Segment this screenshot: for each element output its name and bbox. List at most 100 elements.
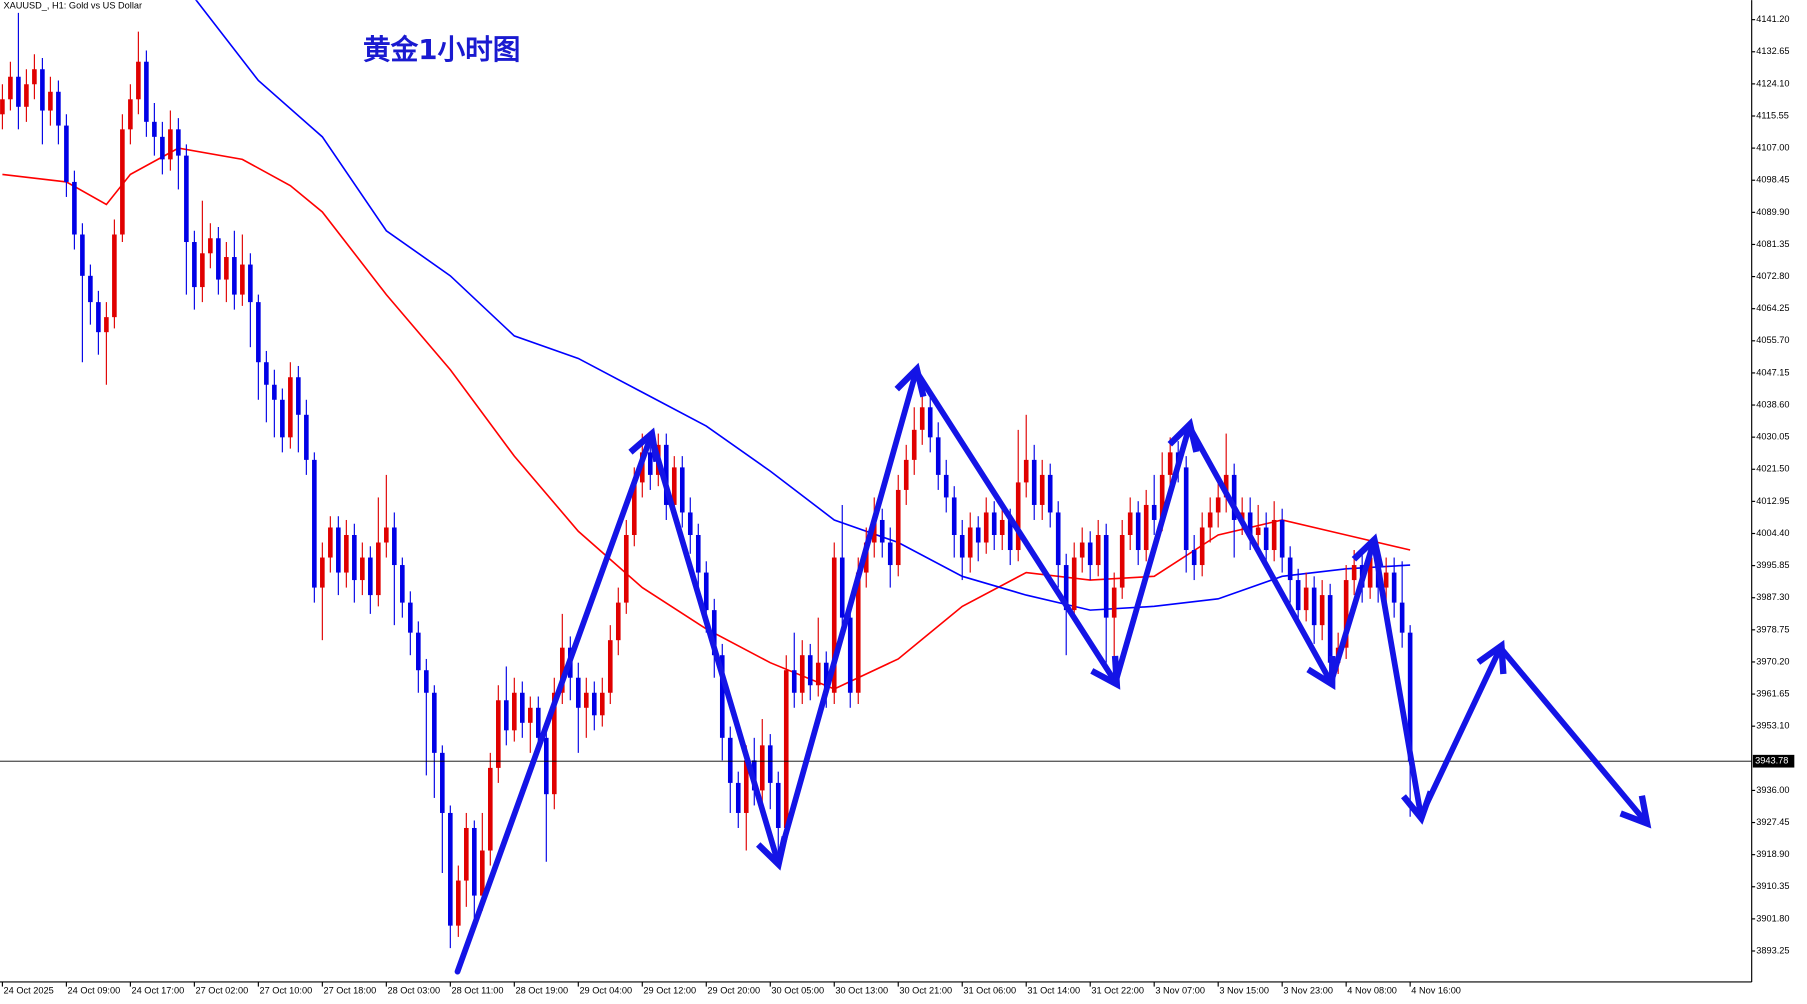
candle-body (1247, 512, 1253, 535)
x-tick-label: 3 Nov 23:00 (1283, 986, 1333, 996)
candle-body (456, 880, 461, 926)
candle-body (903, 459, 909, 490)
candle-body (647, 452, 653, 475)
candle-body (136, 61, 141, 100)
y-tick-label: 3987.30 (1756, 592, 1789, 602)
candle-body (1255, 527, 1261, 535)
candle-body (1183, 467, 1189, 551)
arrow (648, 432, 788, 871)
candle-body (424, 670, 429, 693)
candle-body (727, 737, 733, 783)
candle-body (24, 84, 29, 107)
x-tick-label: 30 Oct 13:00 (835, 986, 888, 996)
candle-body (224, 257, 229, 280)
x-tick-label: 31 Oct 06:00 (963, 986, 1016, 996)
candle-body (1391, 572, 1397, 603)
candle-body (88, 275, 93, 303)
candle-body (1271, 519, 1277, 551)
moving-average (195, 0, 1411, 611)
y-tick-label: 3978.75 (1756, 624, 1789, 634)
candle-body (384, 527, 389, 543)
candle-body (1119, 534, 1125, 588)
candle-body (200, 253, 205, 288)
candle-body (1055, 512, 1061, 566)
y-tick-label: 4004.40 (1756, 528, 1789, 538)
x-tick-label: 27 Oct 18:00 (323, 986, 376, 996)
candle-body (1199, 527, 1205, 566)
candle-body (895, 489, 901, 566)
candle-body (288, 377, 293, 438)
candle-body (583, 692, 589, 708)
candle-body (48, 91, 53, 111)
candle-body (96, 302, 101, 333)
candle-body (240, 264, 245, 295)
candle-body (8, 76, 13, 100)
y-tick-label: 3927.45 (1756, 817, 1789, 827)
y-tick-label: 4038.60 (1756, 399, 1789, 409)
candle-body (959, 534, 965, 558)
candle-body (1215, 497, 1221, 513)
candle-body (879, 519, 885, 543)
candle-body (1207, 512, 1213, 528)
arrow (1497, 644, 1652, 829)
candle-body (520, 692, 525, 723)
arrow (913, 368, 1121, 690)
candle-body (1223, 474, 1229, 498)
y-tick-label: 3901.80 (1756, 913, 1789, 923)
candle-body (264, 362, 269, 385)
candle-body (192, 242, 197, 288)
candle-body (1015, 482, 1021, 551)
candle-body (1135, 512, 1141, 551)
candle-body (1127, 512, 1133, 535)
candle-body (775, 782, 781, 828)
candle-body (527, 707, 533, 723)
candle-body (1095, 534, 1101, 566)
candle-body (328, 527, 333, 558)
x-tick-label: 28 Oct 19:00 (515, 986, 568, 996)
candle-body (791, 670, 797, 693)
x-tick-label: 3 Nov 15:00 (1219, 986, 1269, 996)
candle-body (1367, 557, 1373, 588)
x-tick-label: 27 Oct 10:00 (260, 986, 313, 996)
candle-body (711, 610, 717, 656)
candle-body (831, 557, 837, 693)
y-tick-label: 4021.50 (1756, 464, 1789, 474)
candle-body (392, 527, 397, 566)
candle-body (631, 482, 637, 535)
candle-body (144, 61, 149, 122)
candle-body (488, 767, 493, 851)
candle-body (1295, 580, 1301, 611)
candle-body (615, 602, 621, 641)
arrow (1328, 533, 1384, 686)
candle-body (72, 181, 77, 235)
candle-body (535, 707, 541, 738)
ticks: 4141.20 4132.65 4124.10 4115.55 4107.00 4098.… (1, 14, 1790, 996)
candle-body (1311, 587, 1317, 626)
candle-body (80, 234, 85, 276)
y-tick-label: 4072.80 (1756, 271, 1789, 281)
candles (0, 12, 1413, 949)
candle-body (120, 129, 125, 235)
candle-body (943, 474, 949, 498)
x-tick-label: 31 Oct 14:00 (1027, 986, 1080, 996)
candle-body (743, 760, 749, 813)
candle-body (927, 407, 933, 438)
candle-body (216, 238, 221, 280)
y-tick-label: 3936.00 (1756, 785, 1789, 795)
candle-body (408, 602, 413, 633)
y-tick-label: 4047.15 (1756, 367, 1789, 377)
candle-body (1079, 542, 1085, 558)
candle-body (703, 572, 709, 611)
candle-body (687, 512, 693, 535)
candle-body (663, 444, 669, 505)
candle-body (104, 317, 109, 333)
x-tick-label: 28 Oct 11:00 (451, 986, 503, 996)
candle-body (719, 655, 725, 738)
candle-body (815, 662, 821, 686)
candle-body (464, 827, 469, 881)
candle-body (695, 534, 701, 573)
candle-body (1399, 602, 1405, 633)
x-tick-label: 31 Oct 22:00 (1091, 986, 1144, 996)
candle-body (432, 692, 437, 753)
x-tick-label: 4 Nov 16:00 (1411, 986, 1461, 996)
